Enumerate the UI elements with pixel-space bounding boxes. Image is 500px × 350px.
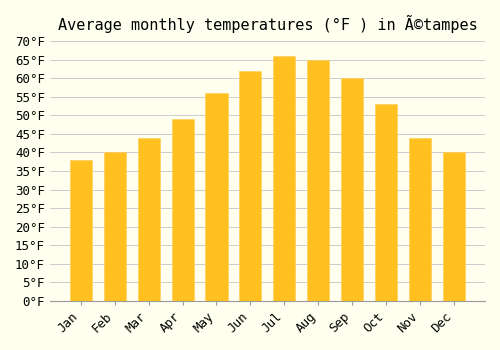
Bar bbox=[70, 160, 92, 301]
Bar bbox=[104, 153, 126, 301]
Bar bbox=[206, 93, 228, 301]
Bar bbox=[342, 78, 363, 301]
Bar bbox=[172, 119, 194, 301]
Bar bbox=[308, 60, 330, 301]
Bar bbox=[375, 104, 398, 301]
Title: Average monthly temperatures (°F ) in Ã©tampes: Average monthly temperatures (°F ) in Ã©… bbox=[58, 15, 478, 33]
Bar bbox=[443, 153, 465, 301]
Bar bbox=[274, 56, 295, 301]
Bar bbox=[138, 138, 160, 301]
Bar bbox=[409, 138, 432, 301]
Bar bbox=[240, 71, 262, 301]
